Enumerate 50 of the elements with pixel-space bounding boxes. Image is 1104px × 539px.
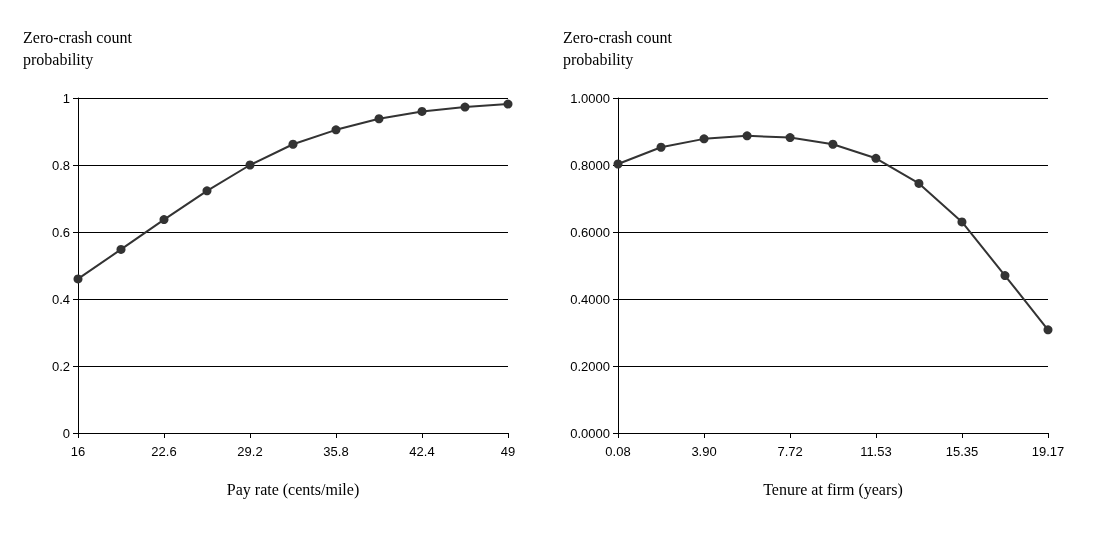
point xyxy=(202,186,212,196)
point xyxy=(871,153,881,163)
point xyxy=(73,274,83,284)
point xyxy=(613,159,623,169)
point xyxy=(288,139,298,149)
y-tick-label: 0.6 xyxy=(51,224,70,240)
point xyxy=(828,139,838,149)
point xyxy=(742,131,752,141)
point xyxy=(1043,325,1053,335)
y-tick-label: 1.0000 xyxy=(570,90,610,106)
y-tick-label: 0.8000 xyxy=(570,157,610,173)
point xyxy=(914,178,924,188)
y-axis-title: Zero-crash count probability xyxy=(563,28,676,69)
point xyxy=(159,215,169,225)
point xyxy=(656,142,666,152)
x-tick-label: 15.35 xyxy=(945,444,979,459)
x-tick-label: 42.4 xyxy=(409,444,435,459)
point xyxy=(957,217,967,227)
point xyxy=(785,133,795,143)
point xyxy=(460,102,470,112)
x-tick-label: 0.08 xyxy=(605,444,631,459)
x-axis-title: Pay rate (cents/mile) xyxy=(226,480,360,499)
point xyxy=(116,244,126,254)
y-tick-label: 0.0000 xyxy=(570,425,610,441)
point xyxy=(331,125,341,135)
x-tick-label: 22.6 xyxy=(151,444,177,459)
x-tick-label: 7.72 xyxy=(777,444,803,459)
y-tick-label: 0.6000 xyxy=(570,224,610,240)
x-tick-label: 16 xyxy=(70,444,86,459)
point xyxy=(374,114,384,124)
y-tick-label: 0.2000 xyxy=(570,358,610,374)
x-tick-label: 35.8 xyxy=(323,444,349,459)
x-tick-label: 11.53 xyxy=(860,444,892,459)
y-tick-label: 0 xyxy=(62,425,70,441)
x-tick-label: 19.17 xyxy=(1031,444,1065,459)
y-tick-label: 1 xyxy=(62,90,70,106)
x-tick-label: 29.2 xyxy=(237,444,263,459)
point xyxy=(245,160,255,170)
y-tick-label: 0.2 xyxy=(51,358,70,374)
x-tick-label: 49 xyxy=(500,444,516,459)
x-axis-title: Tenure at firm (years) xyxy=(763,480,903,499)
point xyxy=(1000,271,1010,281)
y-tick-label: 0.8 xyxy=(51,157,70,173)
y-tick-label: 0.4000 xyxy=(570,291,610,307)
point xyxy=(417,106,427,116)
y-tick-label: 0.4 xyxy=(51,291,70,307)
y-axis-title: Zero-crash count probability xyxy=(23,28,136,69)
x-tick-label: 3.90 xyxy=(691,444,717,459)
point xyxy=(503,99,513,109)
point xyxy=(699,134,709,144)
